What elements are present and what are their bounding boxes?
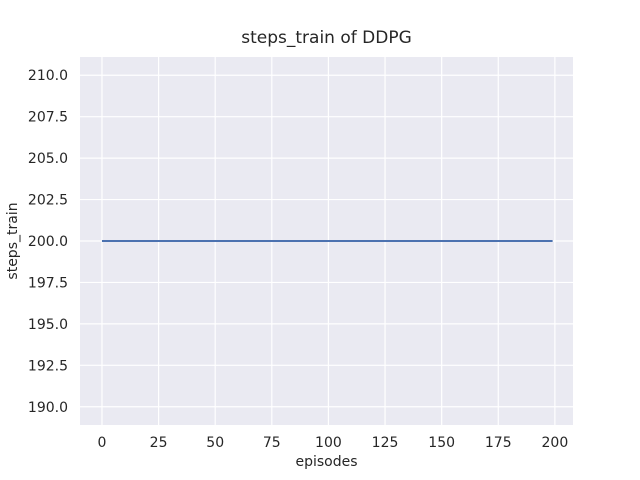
x-axis-label: episodes	[295, 454, 358, 470]
y-tick-label: 200.0	[28, 234, 68, 250]
chart-title: steps_train of DDPG	[241, 28, 412, 48]
y-tick-label: 210.0	[28, 68, 68, 84]
y-tick-label: 197.5	[28, 275, 68, 291]
y-tick-label: 195.0	[28, 317, 68, 333]
x-tick-label: 0	[98, 435, 107, 451]
x-tick-label: 100	[315, 435, 342, 451]
x-tick-label: 50	[206, 435, 224, 451]
x-tick-label: 125	[372, 435, 399, 451]
y-axis-label: steps_train	[5, 202, 21, 280]
x-tick-label: 25	[150, 435, 168, 451]
x-tick-label: 175	[485, 435, 512, 451]
y-tick-label: 202.5	[28, 193, 68, 209]
x-tick-label: 75	[263, 435, 281, 451]
y-tick-label: 205.0	[28, 151, 68, 167]
x-tick-label: 150	[428, 435, 455, 451]
y-tick-label: 190.0	[28, 400, 68, 416]
y-tick-label: 192.5	[28, 358, 68, 374]
x-tick-label: 200	[542, 435, 569, 451]
y-tick-label: 207.5	[28, 110, 68, 126]
